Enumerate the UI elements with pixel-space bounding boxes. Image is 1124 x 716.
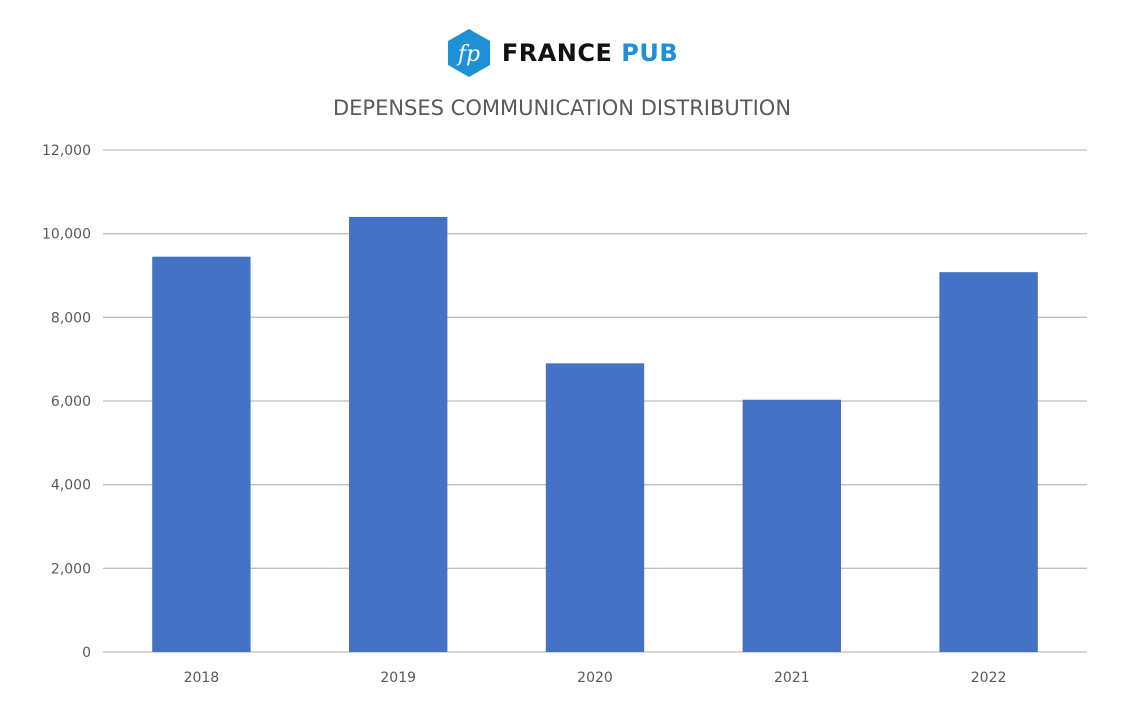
bar-2018 [152, 256, 251, 652]
bar-2022 [939, 272, 1038, 652]
bars [152, 216, 1038, 652]
bar-2019 [349, 216, 448, 652]
x-axis-ticks: 2018 2019 2020 2021 2022 [184, 670, 1007, 686]
x-tick-label: 2022 [971, 670, 1007, 686]
x-tick-label: 2019 [380, 670, 416, 686]
chart-title: DEPENSES COMMUNICATION DISTRIBUTION [332, 96, 792, 120]
brand-logo: fp FRANCE PUB [0, 28, 1124, 78]
brand-name: FRANCE PUB [502, 39, 678, 67]
x-tick-label: 2020 [577, 670, 613, 686]
brand-name-part2: PUB [621, 39, 679, 67]
bar-2021 [742, 399, 841, 652]
y-tick-label: 8,000 [51, 310, 91, 326]
y-tick-label: 0 [82, 645, 91, 661]
y-tick-label: 12,000 [42, 143, 91, 159]
y-tick-label: 4,000 [51, 478, 91, 494]
bar-2020 [545, 363, 645, 652]
x-tick-label: 2018 [184, 670, 220, 686]
y-tick-label: 2,000 [51, 561, 91, 577]
y-tick-label: 6,000 [51, 394, 91, 410]
y-tick-label: 10,000 [42, 227, 91, 243]
brand-name-part1: FRANCE [501, 39, 613, 67]
brand-hexagon-icon: fp [447, 29, 490, 77]
y-axis-ticks: 0 2,000 4,000 6,000 8,000 10,000 12,000 [42, 143, 91, 661]
brand-monogram: fp [456, 42, 480, 67]
x-tick-label: 2021 [774, 670, 810, 686]
